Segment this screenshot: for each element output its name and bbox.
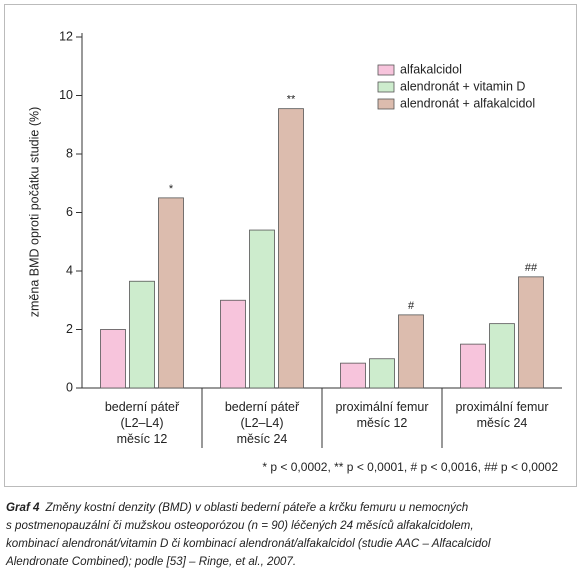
y-tick-label: 4 [66, 263, 73, 277]
caption-line: Alendronate Combined); podle [53] – Ring… [5, 555, 296, 568]
significance-mark: ## [525, 262, 538, 274]
bar [129, 280, 155, 389]
bar [220, 299, 246, 389]
caption-line: kombinací alendronát/vitamin D či kombin… [6, 537, 491, 550]
bar [100, 329, 126, 389]
y-tick-label: 8 [66, 146, 73, 160]
y-axis-label: změna BMD oproti počátku studie (%) [27, 107, 41, 318]
x-tick-label: proximální femur měsíc 12 [335, 400, 428, 430]
legend-label: alfakalcidol [400, 62, 462, 76]
significance-mark: * [169, 183, 174, 195]
y-tick-label: 6 [66, 205, 73, 219]
bar [460, 343, 486, 389]
bar [518, 276, 544, 389]
x-tick-label: proximální femur měsíc 24 [455, 400, 548, 430]
y-tick-label: 12 [59, 29, 73, 43]
y-tick-label: 10 [59, 88, 73, 102]
bar [249, 229, 275, 389]
legend-swatch [377, 98, 395, 110]
bar [340, 362, 366, 389]
footnote: * p < 0,0002, ** p < 0,0001, # p < 0,001… [262, 460, 558, 474]
caption-line: Graf 4 Změny kostní denzity (BMD) v oblas… [6, 501, 468, 514]
legend-label: alendronát + vitamin D [400, 79, 525, 93]
caption-text: Změny kostní denzity (BMD) v oblasti bed… [45, 501, 469, 514]
bar [398, 314, 424, 389]
legend-swatch [377, 81, 395, 93]
y-tick-label: 0 [66, 380, 73, 394]
legend-swatch [377, 64, 395, 76]
x-tick-label: bederní páteř (L2–L4) měsíc 12 [105, 400, 180, 446]
caption-label: Graf 4 [6, 501, 40, 514]
significance-mark: # [408, 300, 415, 312]
significance-mark: ** [287, 94, 296, 106]
bar [158, 197, 184, 389]
bar [278, 108, 304, 389]
y-tick-label: 2 [66, 322, 73, 336]
bar [489, 323, 515, 389]
legend-label: alendronát + alfakalcidol [400, 96, 535, 110]
x-tick-label: bederní páteř (L2–L4) měsíc 24 [225, 400, 300, 446]
bar [369, 358, 395, 389]
caption-line: s postmenopauzální či mužskou osteoporóz… [6, 519, 474, 532]
